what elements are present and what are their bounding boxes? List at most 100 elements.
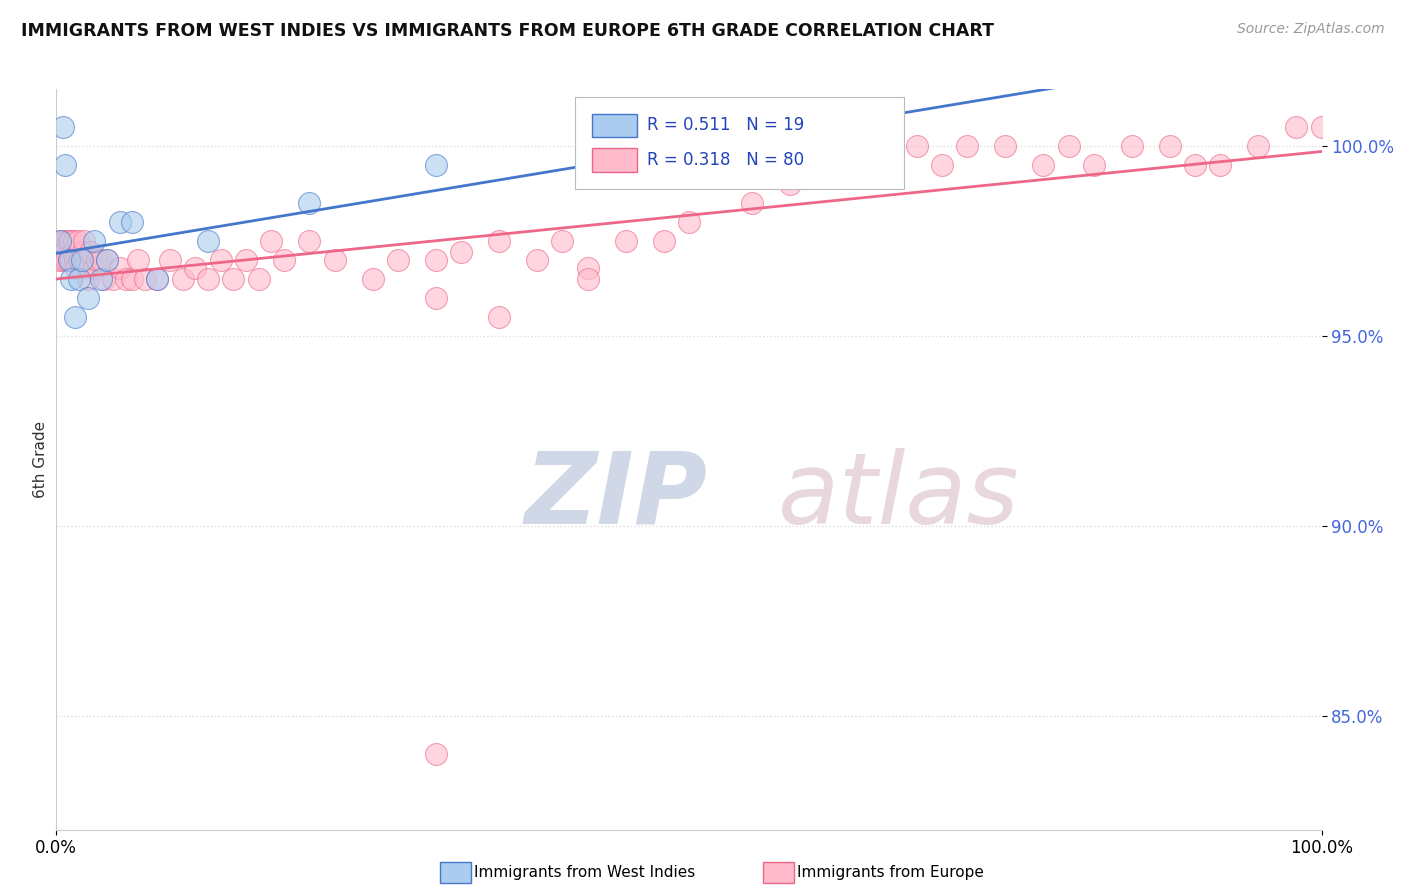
Point — [70, 260, 93, 275]
Point — [63, 234, 86, 248]
Point — [1310, 120, 1333, 135]
Point — [614, 234, 637, 248]
Point — [235, 253, 257, 268]
Point — [1209, 158, 1232, 172]
Point — [83, 260, 105, 275]
Point — [48, 253, 70, 268]
Point — [488, 310, 510, 324]
Point — [128, 253, 150, 268]
Point — [53, 158, 76, 172]
Point — [60, 253, 83, 268]
Point — [83, 234, 105, 248]
Point — [931, 158, 953, 172]
Point — [62, 245, 84, 260]
Point — [146, 272, 169, 286]
Point — [551, 234, 574, 248]
Point — [76, 291, 98, 305]
Point — [159, 253, 181, 268]
Point — [67, 272, 90, 286]
Point — [76, 272, 98, 286]
Point — [65, 310, 87, 324]
Point — [488, 234, 510, 248]
Point — [108, 215, 131, 229]
Point — [115, 272, 138, 286]
Text: IMMIGRANTS FROM WEST INDIES VS IMMIGRANTS FROM EUROPE 6TH GRADE CORRELATION CHAR: IMMIGRANTS FROM WEST INDIES VS IMMIGRANT… — [21, 22, 994, 40]
Point — [779, 177, 801, 191]
Point — [90, 253, 112, 268]
Text: R = 0.511   N = 19: R = 0.511 N = 19 — [647, 117, 804, 135]
Point — [576, 272, 599, 286]
Point — [93, 272, 115, 286]
Point — [741, 196, 763, 211]
Point — [614, 158, 637, 172]
Point — [678, 215, 700, 229]
Point — [121, 272, 143, 286]
Text: R = 0.318   N = 80: R = 0.318 N = 80 — [647, 152, 804, 169]
FancyBboxPatch shape — [575, 96, 904, 189]
Point — [60, 272, 83, 286]
Point — [222, 272, 245, 286]
Point — [905, 139, 928, 153]
Point — [184, 260, 207, 275]
Point — [323, 253, 346, 268]
Point — [1285, 120, 1308, 135]
Point — [172, 272, 194, 286]
Text: Immigrants from Europe: Immigrants from Europe — [797, 865, 984, 880]
Point — [197, 272, 219, 286]
Point — [52, 234, 75, 248]
Point — [273, 253, 295, 268]
Point — [526, 253, 548, 268]
Point — [52, 120, 75, 135]
Point — [59, 234, 82, 248]
Point — [67, 253, 90, 268]
Point — [52, 253, 75, 268]
Point — [53, 245, 76, 260]
Point — [652, 234, 675, 248]
Point — [56, 234, 79, 248]
Point — [1247, 139, 1270, 153]
Point — [1121, 139, 1143, 153]
Point — [425, 291, 447, 305]
Point — [72, 245, 94, 260]
Point — [146, 272, 169, 286]
Point — [49, 234, 72, 248]
Text: atlas: atlas — [778, 448, 1019, 545]
FancyBboxPatch shape — [592, 113, 637, 137]
FancyBboxPatch shape — [592, 148, 637, 172]
Point — [247, 272, 270, 286]
Point — [51, 245, 73, 260]
Point — [209, 253, 232, 268]
Point — [65, 253, 87, 268]
Point — [66, 234, 89, 248]
Point — [108, 260, 131, 275]
Point — [425, 158, 447, 172]
Point — [79, 245, 101, 260]
Point — [1184, 158, 1206, 172]
Point — [298, 234, 321, 248]
Point — [69, 253, 91, 268]
Point — [90, 272, 112, 286]
Point — [197, 234, 219, 248]
Point — [75, 253, 97, 268]
Point — [73, 234, 96, 248]
Point — [103, 272, 124, 286]
Point — [58, 253, 80, 268]
Point — [260, 234, 283, 248]
Point — [1083, 158, 1105, 172]
Text: ZIP: ZIP — [524, 448, 707, 545]
Point — [994, 139, 1017, 153]
Point — [956, 139, 979, 153]
Point — [450, 245, 472, 260]
Point — [1057, 139, 1080, 153]
Point — [70, 253, 93, 268]
Text: Source: ZipAtlas.com: Source: ZipAtlas.com — [1237, 22, 1385, 37]
Point — [121, 215, 143, 229]
Point — [425, 747, 447, 761]
Point — [868, 158, 890, 172]
Point — [425, 253, 447, 268]
Point — [65, 260, 87, 275]
Point — [55, 253, 77, 268]
Point — [1159, 139, 1181, 153]
Point — [361, 272, 384, 286]
Point — [830, 158, 852, 172]
